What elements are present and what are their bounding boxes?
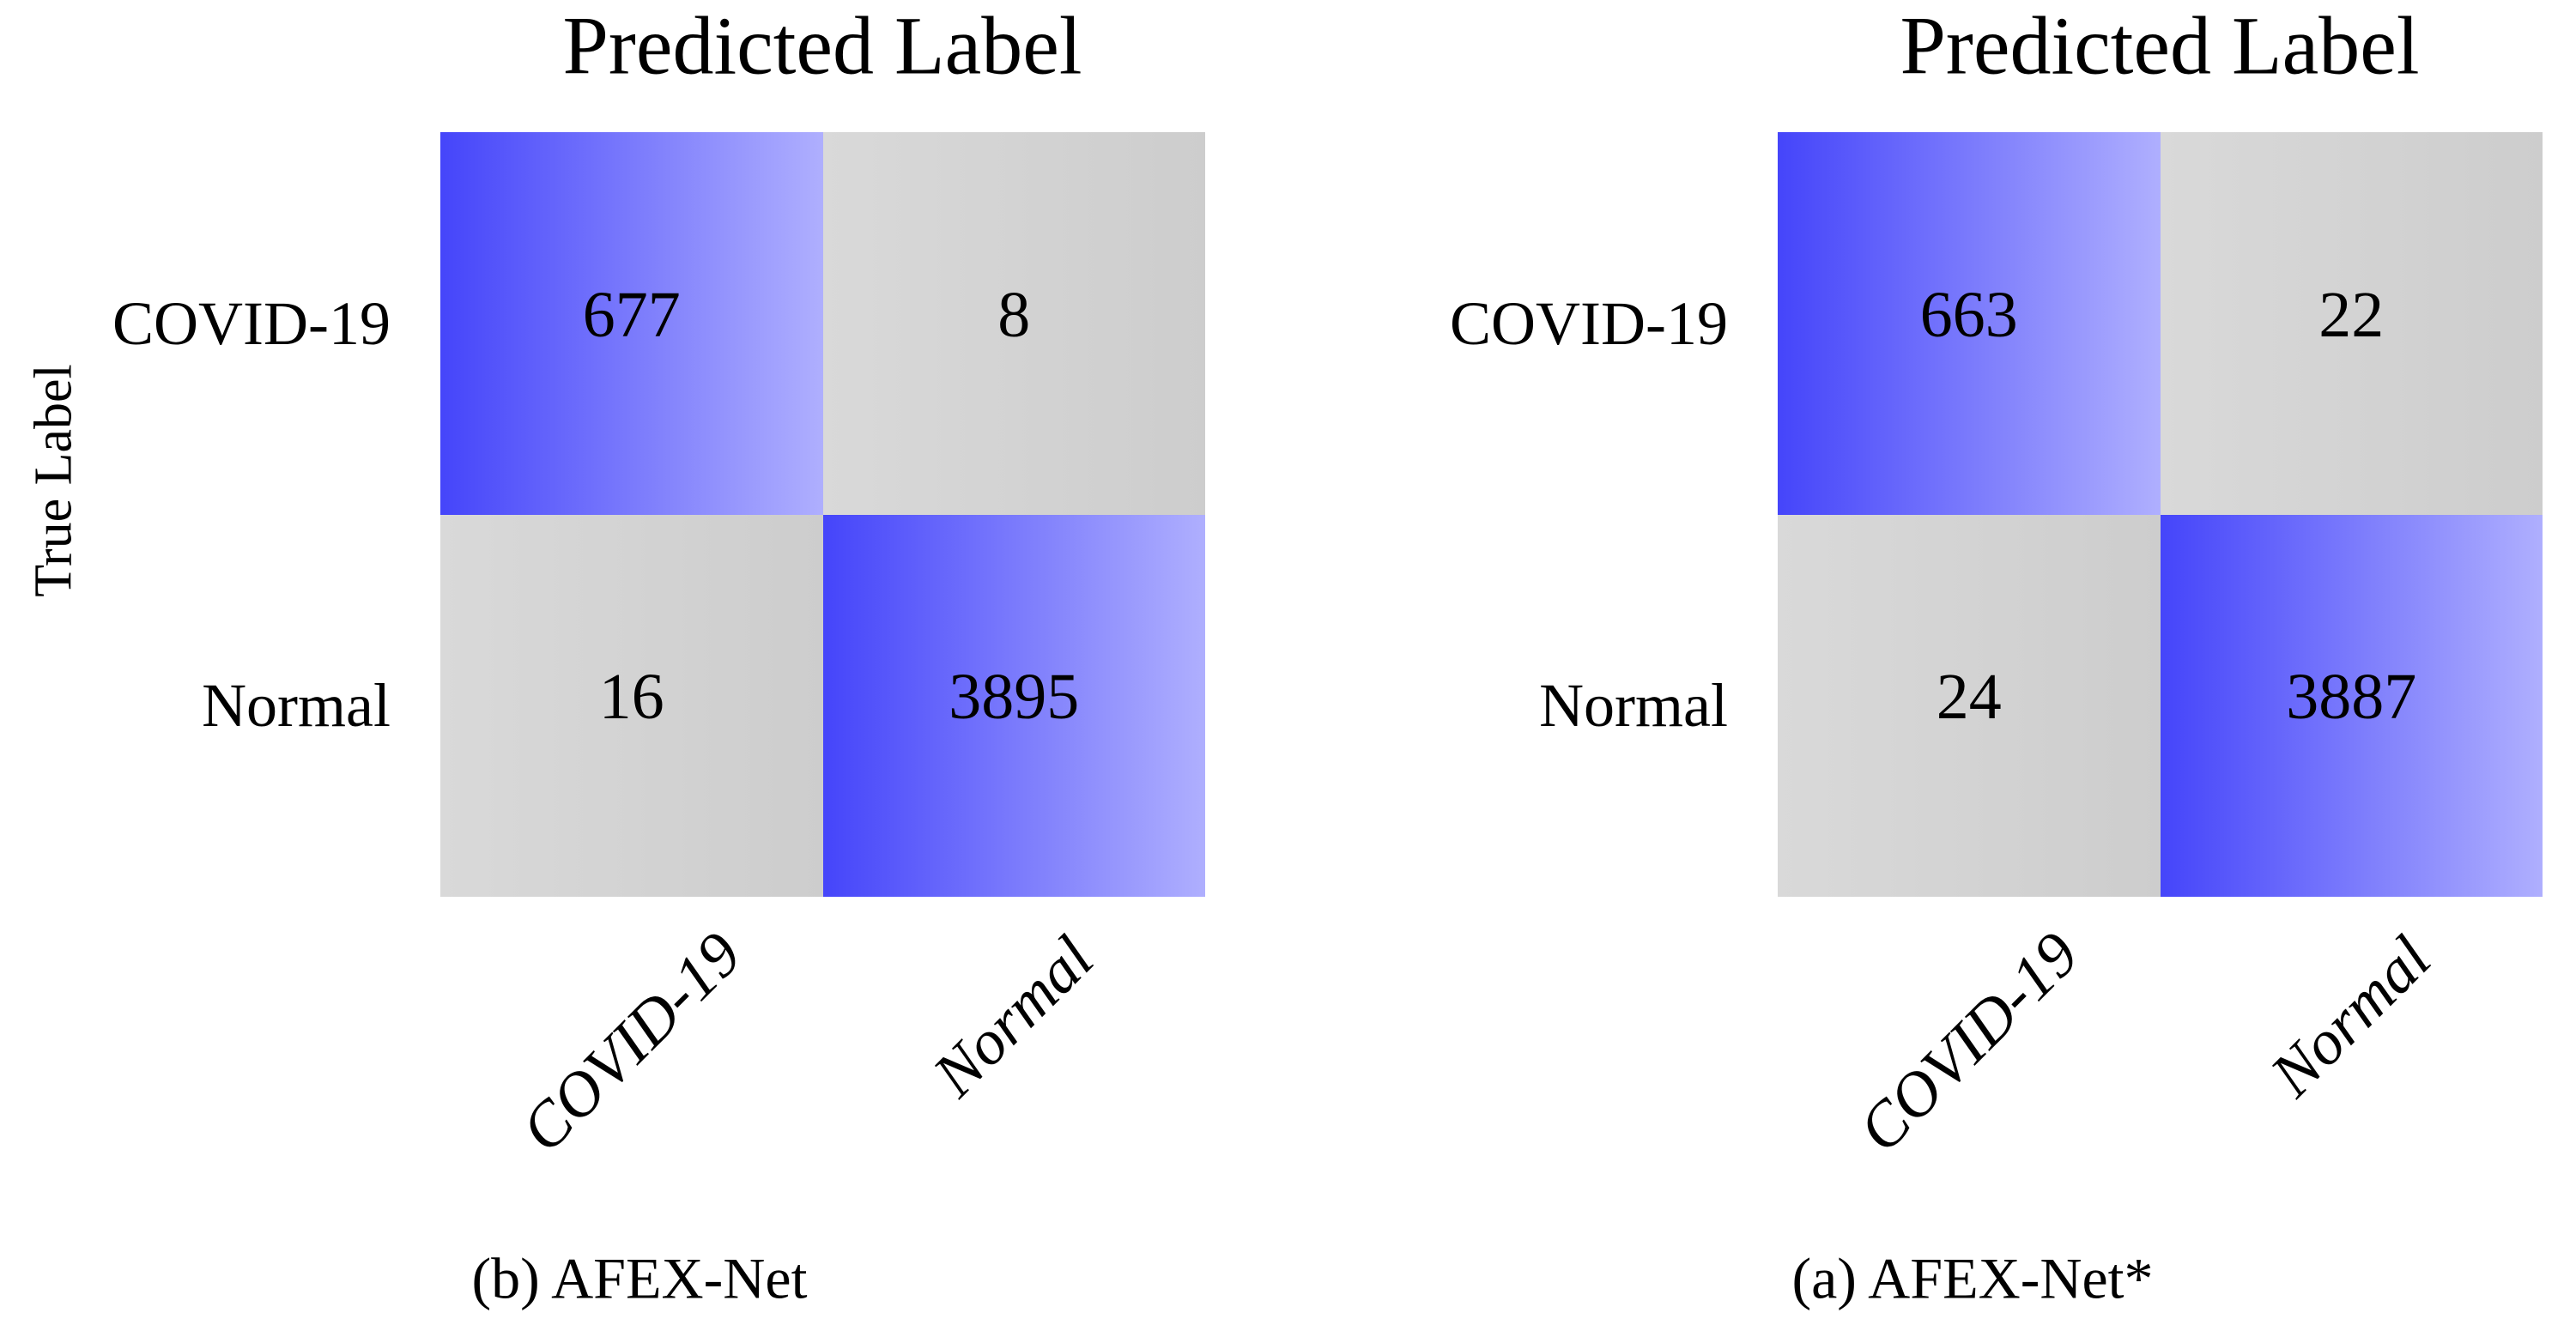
cell-value: 677 — [582, 278, 681, 351]
cell-value: 16 — [598, 661, 664, 734]
cell-value: 8 — [997, 278, 1031, 351]
cell-value: 3895 — [949, 661, 1080, 734]
subfigure-caption-a: (a) AFEX-Net* — [1791, 1245, 2154, 1311]
cell-value: 24 — [1936, 661, 2002, 734]
confusion-matrix-left: 677 8 16 3895 — [440, 132, 1205, 897]
matrix-cell-tn: 3887 — [2160, 514, 2543, 897]
ytick-label-normal-right: Normal — [1539, 671, 1728, 740]
matrix-cell-tp: 663 — [1778, 132, 2161, 515]
xtick-label-covid19-left: COVID-19 — [507, 918, 755, 1166]
xtick-label-normal-left: Normal — [919, 923, 1107, 1110]
xtick-label-covid19-right: COVID-19 — [1845, 918, 2093, 1166]
ytick-label-covid19-right: COVID-19 — [1450, 289, 1728, 358]
ytick-label-normal-left: Normal — [202, 671, 391, 740]
cell-value: 663 — [1919, 278, 2018, 351]
matrix-cell-fp: 16 — [440, 514, 823, 897]
matrix-cell-tn: 3895 — [822, 514, 1205, 897]
xaxis-title-right: Predicted Label — [1900, 0, 2420, 92]
matrix-cell-fp: 24 — [1778, 514, 2161, 897]
cell-value: 3887 — [2286, 661, 2417, 734]
xtick-label-normal-right: Normal — [2257, 923, 2445, 1110]
confusion-matrix-right: 663 22 24 3887 — [1778, 132, 2543, 897]
matrix-cell-tp: 677 — [440, 132, 823, 515]
ytick-label-covid19-left: COVID-19 — [112, 289, 391, 358]
yaxis-title-left: True Label — [24, 364, 83, 597]
xaxis-title-left: Predicted Label — [562, 0, 1082, 92]
matrix-cell-fn: 22 — [2160, 132, 2543, 515]
cell-value: 22 — [2318, 278, 2385, 351]
matrix-cell-fn: 8 — [822, 132, 1205, 515]
subfigure-caption-b: (b) AFEX-Net — [471, 1245, 808, 1311]
